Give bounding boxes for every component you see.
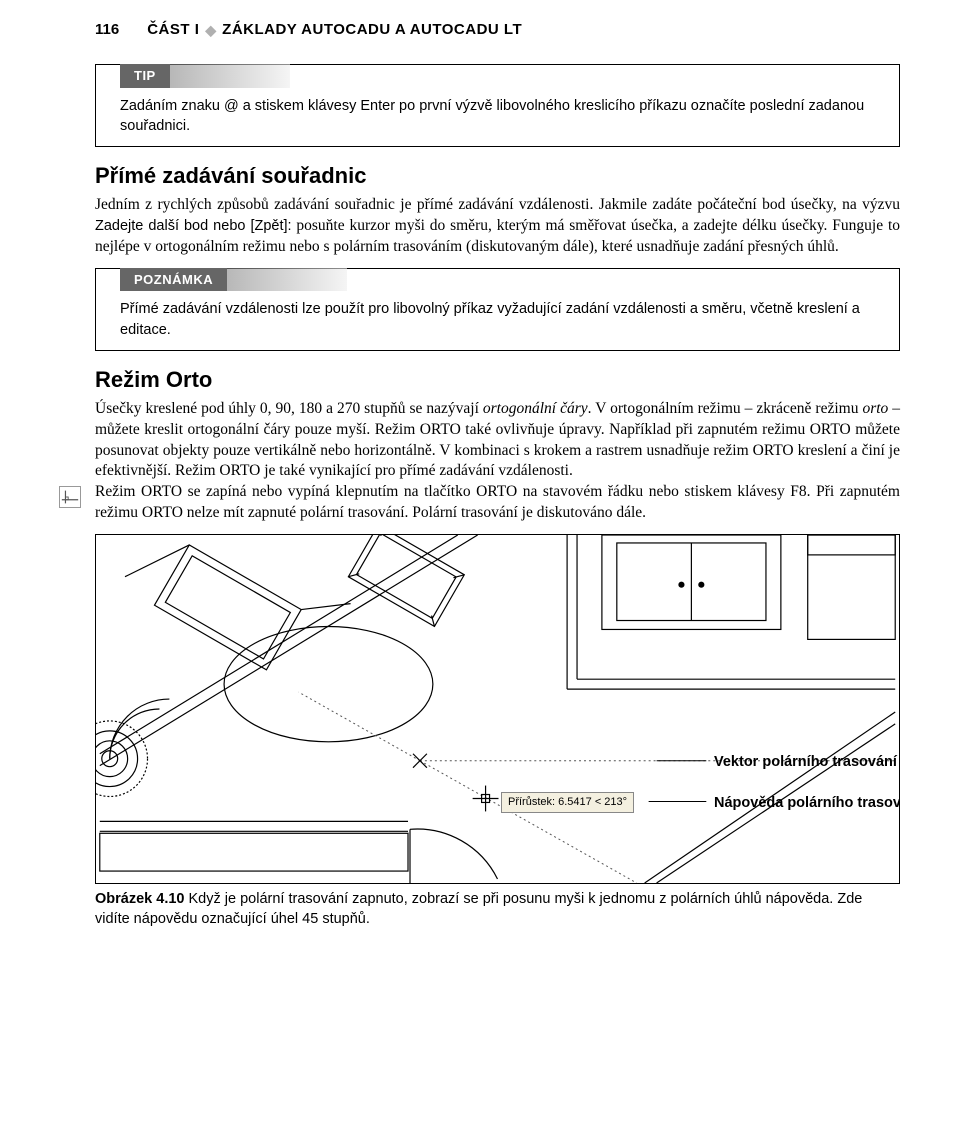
figure-4-10: Přírůstek: 6.5417 < 213° Vektor polárníh… — [95, 534, 900, 884]
section2-para2-wrap: Režim ORTO se zapíná nebo vypíná klepnut… — [95, 482, 900, 524]
section1-heading: Přímé zadávání souřadnic — [95, 161, 900, 191]
header-part: ČÁST I — [147, 20, 199, 40]
s2p1-mid: . V ortogonálním režimu – zkráceně režim… — [588, 400, 863, 417]
figure-caption-text: Když je polární trasování zapnuto, zobra… — [95, 891, 862, 927]
tip-body: Zadáním znaku @ a stiskem klávesy Enter … — [96, 88, 899, 147]
figure-number: Obrázek 4.10 — [95, 891, 184, 907]
s2p1-lead: Úsečky kreslené pod úhly 0, 90, 180 a 27… — [95, 400, 483, 417]
s2p1-em2: orto — [862, 400, 888, 417]
s1-lead: Jedním z rychlých způsobů zadávání souřa… — [95, 196, 900, 213]
ortho-icon — [59, 486, 81, 508]
s2p1-em1: ortogonální čáry — [483, 400, 588, 417]
header-title: ZÁKLADY AUTOCADU A AUTOCADU LT — [222, 20, 522, 40]
section2-para2: Režim ORTO se zapíná nebo vypíná klepnut… — [95, 482, 900, 524]
floorplan-svg — [96, 535, 899, 883]
annot-tooltip: Nápověda polárního trasování — [714, 794, 900, 814]
tip-label: TIP — [120, 64, 170, 88]
section1-paragraph: Jedním z rychlých způsobů zadávání souřa… — [95, 195, 900, 258]
page-header: 116 ČÁST I ◆ ZÁKLADY AUTOCADU A AUTOCADU… — [95, 20, 900, 40]
section2-heading: Režim Orto — [95, 365, 900, 395]
tip-callout: TIP Zadáním znaku @ a stiskem klávesy En… — [95, 64, 900, 147]
figure-caption: Obrázek 4.10 Když je polární trasování z… — [95, 890, 900, 929]
note-callout: POZNÁMKA Přímé zadávání vzdálenosti lze … — [95, 268, 900, 351]
page-number: 116 — [95, 20, 119, 40]
diamond-icon: ◆ — [205, 21, 216, 40]
s1-prompt: Zadejte další bod nebo [Zpět]: — [95, 218, 292, 234]
note-body: Přímé zadávání vzdálenosti lze použít pr… — [96, 291, 899, 350]
section2-para1: Úsečky kreslené pod úhly 0, 90, 180 a 27… — [95, 399, 900, 483]
annot-vector: Vektor polárního trasování — [714, 753, 897, 773]
note-label: POZNÁMKA — [120, 268, 227, 292]
polar-tooltip: Přírůstek: 6.5417 < 213° — [501, 792, 634, 813]
